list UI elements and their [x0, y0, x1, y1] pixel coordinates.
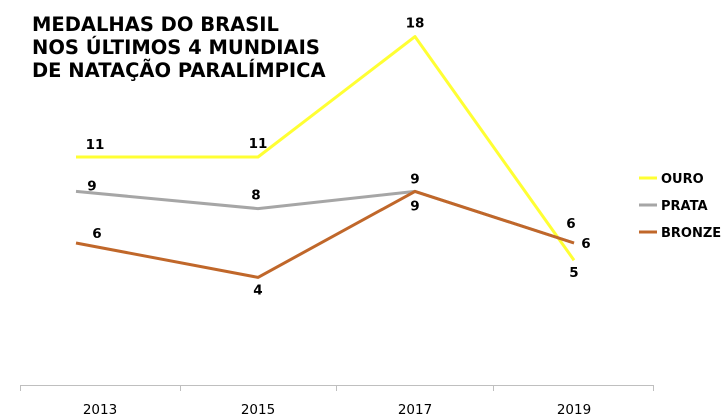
data-label: 6: [92, 226, 101, 242]
x-axis: 2013 2015 2017 2019: [20, 385, 654, 418]
data-label: 9: [410, 171, 419, 187]
data-label: 11: [249, 136, 268, 152]
series-line-bronze: [75, 189, 575, 279]
x-tick-label: 2017: [398, 402, 432, 418]
legend-label-ouro: OURO: [661, 172, 704, 187]
title-line: NOS ÚLTIMOS 4 MUNDIAIS: [32, 35, 320, 59]
x-tick-label: 2013: [83, 402, 117, 418]
data-label: 9: [410, 198, 419, 214]
data-label: 11: [86, 137, 105, 153]
legend: OURO PRATA BRONZE: [639, 172, 721, 241]
title-line: MEDALHAS DO BRASIL: [32, 13, 279, 36]
data-label: 6: [566, 216, 575, 232]
data-label: 8: [251, 188, 260, 204]
x-tick-label: 2019: [557, 402, 591, 418]
series-line-ouro: [76, 35, 576, 262]
title-line: DE NATAÇÃO PARALÍMPICA: [32, 58, 326, 82]
series-lines: [75, 35, 576, 279]
x-tick-label: 2015: [241, 402, 275, 418]
data-label: 4: [253, 282, 262, 298]
data-label: 6: [581, 236, 590, 252]
data-label: 5: [569, 265, 578, 281]
legend-label-prata: PRATA: [661, 199, 708, 214]
legend-label-bronze: BRONZE: [661, 226, 721, 241]
data-label: 18: [406, 16, 425, 32]
data-label: 9: [87, 178, 96, 194]
